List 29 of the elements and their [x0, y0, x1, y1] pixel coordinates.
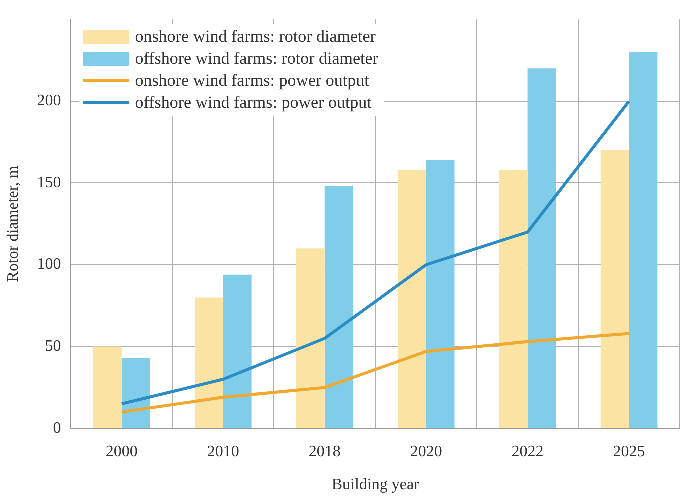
x-tick-label: 2025 — [613, 443, 646, 460]
bar — [499, 170, 528, 428]
x-axis-title: Building year — [332, 476, 420, 494]
bar — [94, 346, 122, 428]
x-tick-label: 2010 — [207, 443, 240, 460]
legend-label: offshore wind farms: rotor diameter — [135, 48, 378, 70]
y-tick-label: 200 — [37, 92, 62, 110]
bar — [194, 298, 224, 428]
y-tick-label: 50 — [45, 338, 62, 356]
bar — [600, 150, 630, 428]
x-tick-label: 2000 — [106, 443, 138, 460]
y-tick-label: 100 — [37, 256, 62, 274]
bar — [398, 170, 426, 428]
bar — [122, 358, 150, 428]
x-tick-label: 2018 — [308, 443, 341, 460]
x-tick-label: 2020 — [410, 443, 442, 460]
y-tick-label: 150 — [37, 174, 62, 192]
y-tick-label: 0 — [53, 420, 62, 437]
bar — [223, 274, 252, 428]
bar — [426, 160, 455, 428]
bar — [296, 248, 325, 428]
legend-label: onshore wind farms: rotor diameter — [135, 26, 376, 48]
bar — [528, 68, 556, 428]
legend-label: onshore wind farms: power output — [135, 70, 370, 92]
x-tick-label: 2022 — [512, 443, 544, 460]
y-axis-title: Rotor diameter, m — [4, 165, 22, 282]
bar — [629, 52, 658, 428]
bar — [324, 186, 354, 428]
legend-label: offshore wind farms: power output — [135, 92, 372, 114]
